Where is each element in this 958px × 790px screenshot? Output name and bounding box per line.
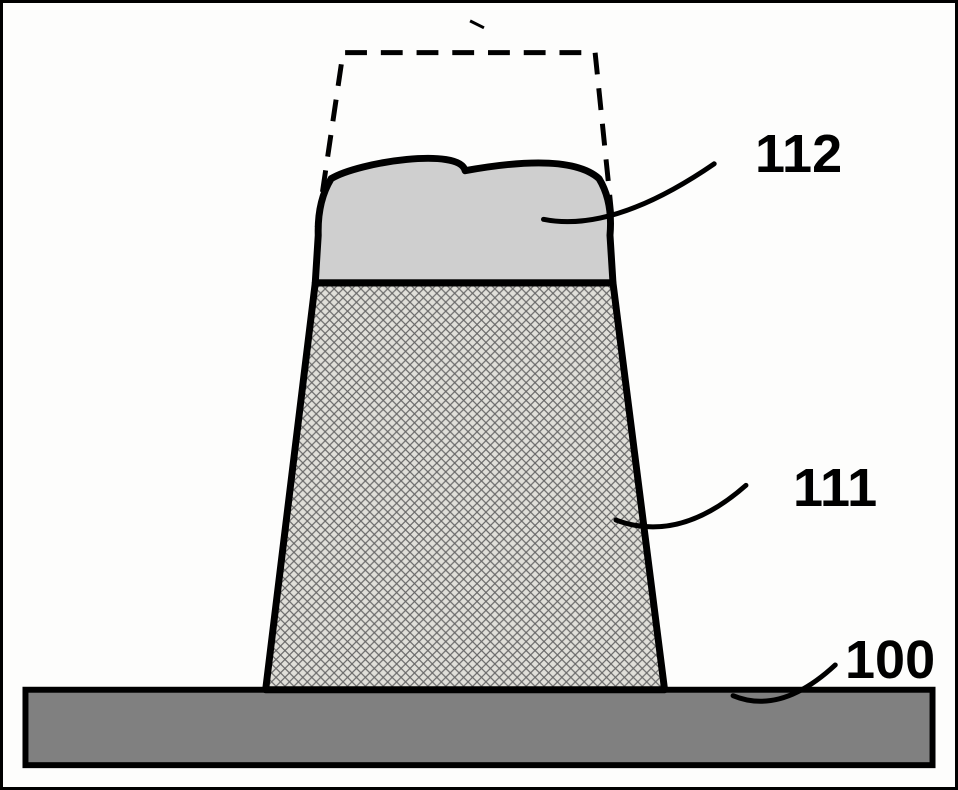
- label-100: 100: [845, 629, 935, 691]
- label-111: 111: [793, 457, 877, 519]
- substrate-100: [25, 690, 932, 765]
- diagram-svg: [3, 3, 955, 787]
- figure-canvas: 112 111 100: [0, 0, 958, 790]
- top-tick-mark: [470, 21, 484, 28]
- label-112: 112: [755, 123, 842, 185]
- lower-region-111: [266, 283, 665, 690]
